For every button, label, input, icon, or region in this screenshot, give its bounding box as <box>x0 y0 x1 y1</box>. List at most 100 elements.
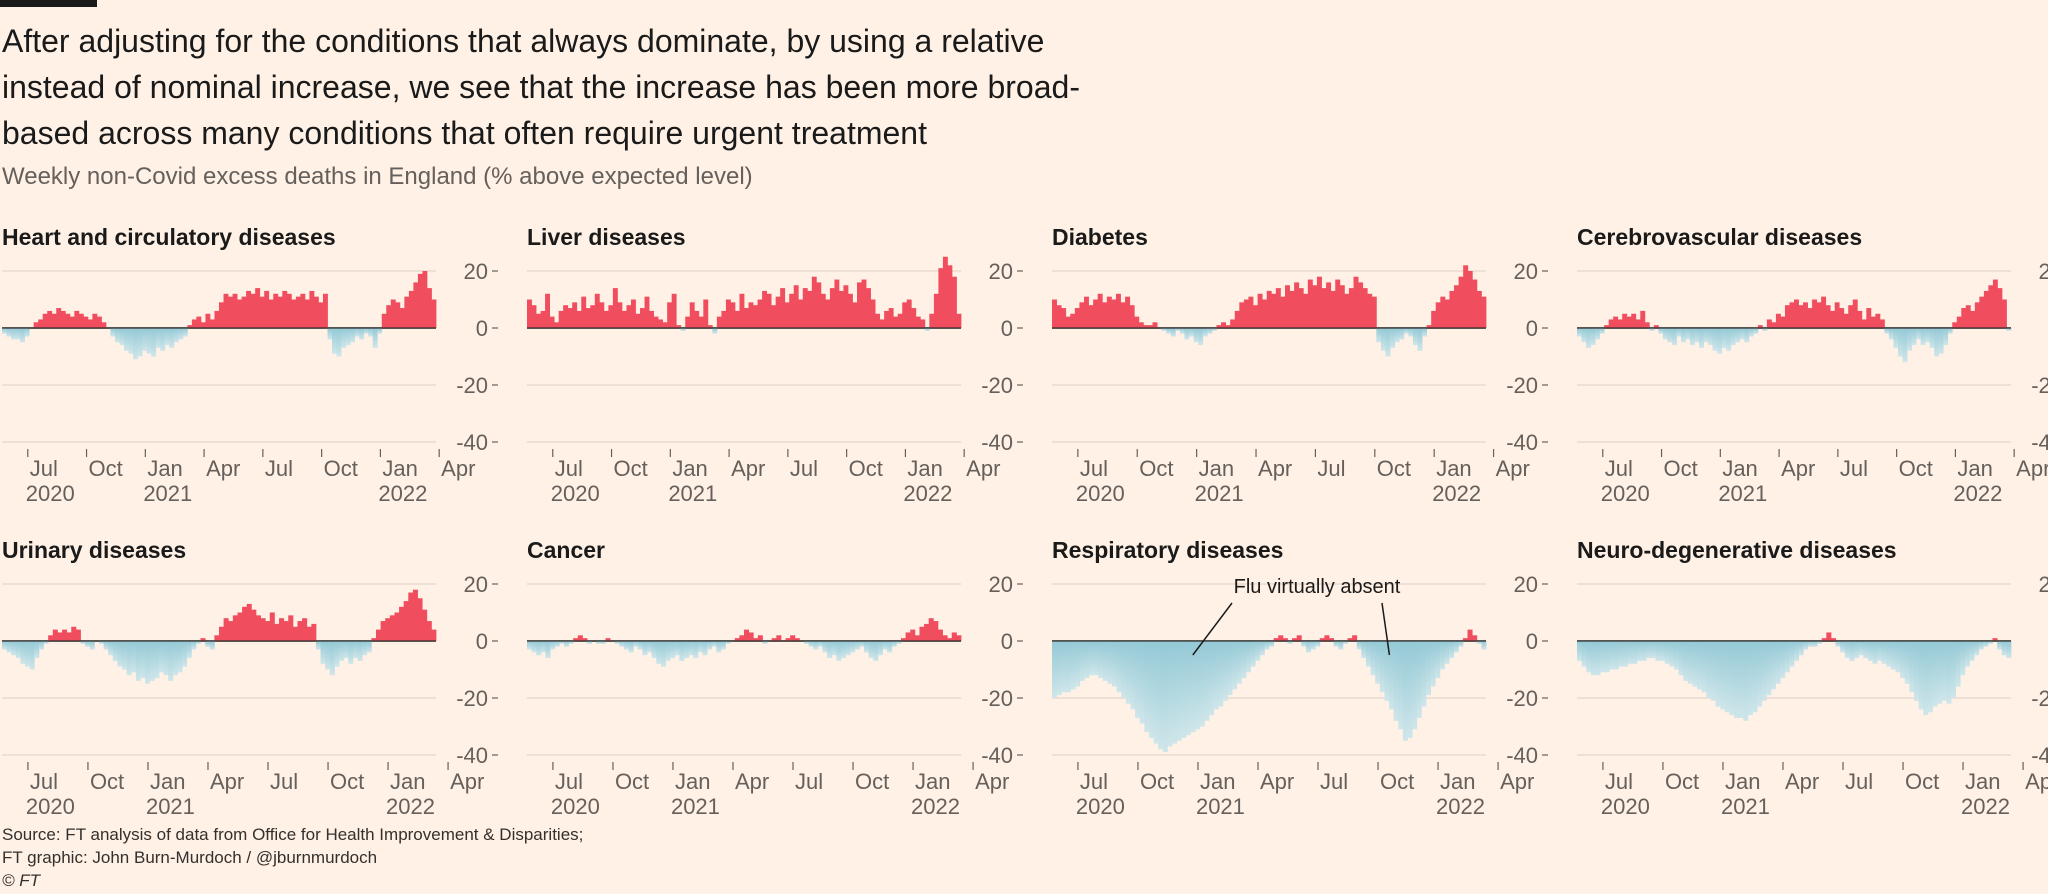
bar-negative <box>1918 641 1924 710</box>
bar-negative <box>1305 641 1311 653</box>
bar-positive <box>1848 305 1854 328</box>
bar-negative <box>1941 641 1947 701</box>
bar-negative <box>1858 641 1864 656</box>
bar-positive <box>771 305 777 328</box>
bar-positive <box>237 612 243 641</box>
bar-negative <box>859 641 865 647</box>
x-tick-label: Apr <box>1785 769 1819 794</box>
bar-positive <box>554 322 560 328</box>
bar-negative <box>1370 641 1376 676</box>
bar-positive <box>389 615 395 641</box>
bar-positive <box>545 293 550 328</box>
bar-negative <box>840 641 846 659</box>
bar-positive <box>187 325 193 328</box>
bar-positive <box>1275 288 1281 328</box>
bar-positive <box>834 279 840 328</box>
y-tick-label: 20 <box>2039 259 2048 284</box>
bar-positive <box>1052 299 1057 328</box>
x-tick-label: Jan <box>1722 456 1757 481</box>
bar-positive <box>793 285 799 328</box>
bar-positive <box>905 632 911 641</box>
bar-positive <box>381 313 387 328</box>
bar-positive <box>1775 313 1781 328</box>
bar-positive <box>1316 276 1322 328</box>
bar-negative <box>896 641 902 644</box>
bar-negative <box>1660 641 1666 661</box>
bar-negative <box>1946 641 1952 704</box>
bar-positive <box>1319 638 1325 641</box>
bar-negative <box>1595 641 1601 676</box>
bar-positive <box>1225 325 1231 328</box>
bar-positive <box>264 290 270 328</box>
brand-bar <box>0 0 97 7</box>
bar-positive <box>698 316 704 328</box>
bar-negative <box>1144 641 1150 733</box>
x-tick-label: Oct <box>1377 456 1411 481</box>
bar-positive <box>617 302 623 328</box>
x-year-label: 2020 <box>551 481 600 506</box>
bar-negative <box>112 641 118 661</box>
bar-negative <box>1766 641 1772 696</box>
bar-positive <box>1074 308 1080 328</box>
bar-negative <box>137 328 143 357</box>
bar-negative <box>1738 641 1744 718</box>
bar-positive <box>1970 310 1976 328</box>
bar-positive <box>536 313 541 328</box>
bar-negative <box>1978 641 1984 650</box>
bar-negative <box>712 328 718 334</box>
panel-title: Cancer <box>527 537 605 563</box>
bar-negative <box>117 641 123 667</box>
bar-negative <box>1577 641 1583 661</box>
bar-negative <box>1408 328 1414 337</box>
bar-positive <box>798 299 804 328</box>
bar-negative <box>1393 641 1399 721</box>
x-year-label: 2020 <box>551 794 600 819</box>
x-tick-label: Oct <box>330 769 364 794</box>
bar-negative <box>1189 328 1195 337</box>
bar-positive <box>1467 271 1473 328</box>
bar-positive <box>662 322 668 328</box>
bar-positive <box>394 612 400 641</box>
bar-negative <box>1807 641 1813 647</box>
bar-positive <box>51 313 57 328</box>
bar-positive <box>2001 299 2007 328</box>
x-year-label: 2020 <box>1076 481 1125 506</box>
bar-negative <box>1425 641 1431 696</box>
bar-negative <box>29 641 35 670</box>
bar-negative <box>1222 641 1228 701</box>
bar-negative <box>887 641 893 653</box>
bar-negative <box>1897 328 1903 357</box>
bar-negative <box>1166 328 1172 334</box>
bar-negative <box>320 641 326 664</box>
bar-negative <box>98 641 104 644</box>
bar-positive <box>621 310 627 328</box>
bar-negative <box>108 641 114 656</box>
bar-negative <box>1098 641 1104 679</box>
bar-positive <box>265 621 271 641</box>
bar-positive <box>255 615 261 641</box>
bar-positive <box>608 305 614 328</box>
bar-negative <box>327 328 333 340</box>
y-tick-label: 20 <box>1514 572 1538 597</box>
bar-positive <box>1821 296 1827 328</box>
bar-positive <box>725 299 731 328</box>
bar-negative <box>1361 641 1367 659</box>
bar-positive <box>929 313 935 328</box>
bar-negative <box>1399 328 1405 340</box>
bar-positive <box>924 623 930 641</box>
x-tick-label: Oct <box>849 456 883 481</box>
bar-positive <box>83 316 89 328</box>
bar-positive <box>1097 293 1103 328</box>
bar-positive <box>1640 310 1646 328</box>
bar-negative <box>1717 328 1723 354</box>
bar-negative <box>804 641 810 644</box>
bar-positive <box>1431 310 1437 328</box>
bar-negative <box>1241 641 1247 679</box>
bar-negative <box>1960 641 1966 676</box>
bar-positive <box>1481 296 1487 328</box>
bar-positive <box>318 302 324 328</box>
bar-positive <box>928 618 934 641</box>
y-tick-label: -40 <box>2031 430 2048 455</box>
bar-positive <box>269 612 275 641</box>
bar-negative <box>1914 641 1920 701</box>
